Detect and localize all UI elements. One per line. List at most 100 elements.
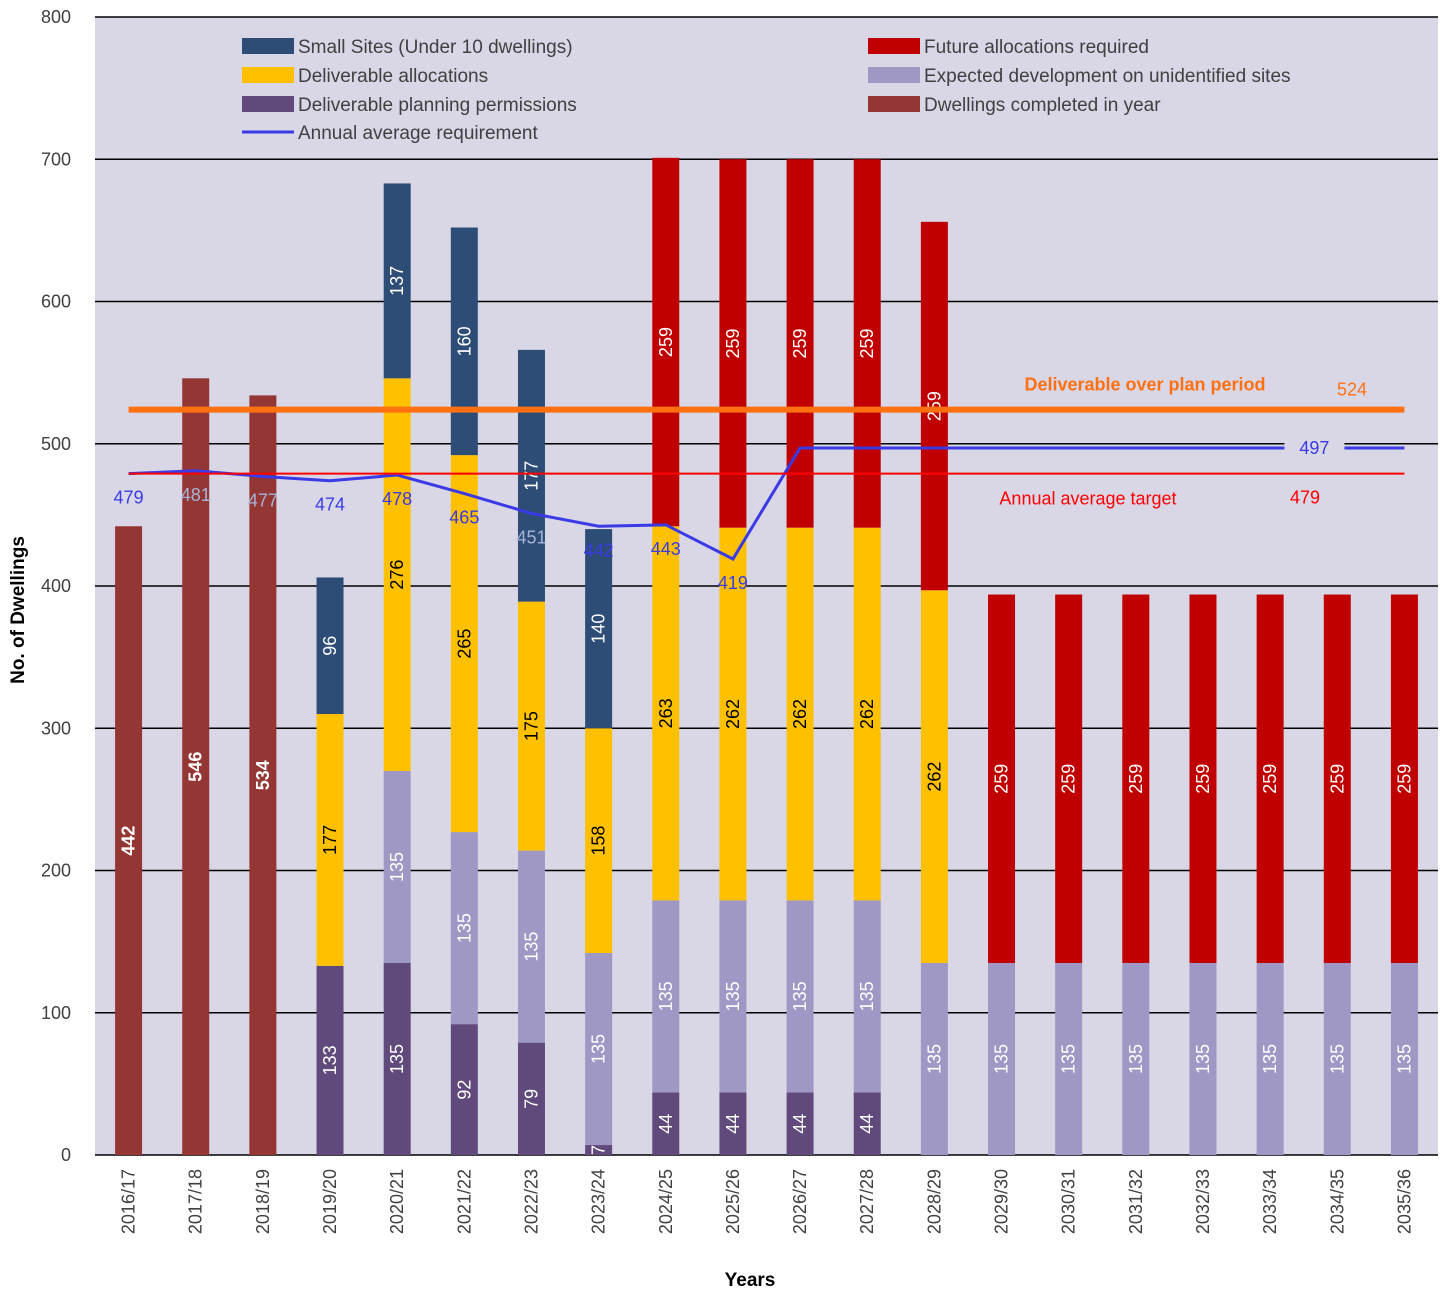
line-point-label: 479 [114,488,144,508]
bar-deliverable-allocations-2021-22 [450,455,478,833]
line-label-bg [1284,438,1345,461]
bar-expected-development-on-unidentified-sites-2028-29 [920,962,948,1155]
legend-swatch-expected-development-on-unidentified-sites [868,67,920,83]
legend-swatch-deliverable-planning-permissions [242,96,294,112]
bar-dwellings-completed-in-year-2016-17 [115,526,143,1155]
x-tick-label-2033-34: 2033/34 [1260,1169,1280,1234]
bar-data-label: 259 [924,391,944,421]
legend-swatch-small-sites-under-10-dwellings [242,38,294,54]
bar-future-allocations-required-2031-32 [1122,594,1150,963]
x-tick-label-2019-20: 2019/20 [320,1169,340,1234]
x-tick-label-2020-21: 2020/21 [387,1169,407,1234]
bar-expected-development-on-unidentified-sites-2022-23 [517,850,545,1043]
x-tick-label-2030-31: 2030/31 [1059,1169,1079,1234]
bar-small-sites-under-10-dwellings-2019-20 [316,577,344,715]
bar-data-label: 442 [119,826,139,856]
bar-future-allocations-required-2026-27 [786,159,814,528]
bar-future-allocations-required-2035-36 [1390,594,1418,963]
x-tick-label-2022-23: 2022/23 [521,1169,541,1234]
line-point-label: 451 [516,527,546,547]
bar-deliverable-planning-permissions-2019-20 [316,965,344,1155]
line-point-label: 443 [651,539,681,559]
x-tick-label-2029-30: 2029/30 [992,1169,1012,1234]
bar-data-label: 263 [656,698,676,728]
x-tick-label-2018-19: 2018/19 [253,1169,273,1234]
bar-data-label: 259 [1327,764,1347,794]
bar-data-label: 135 [1059,1044,1079,1074]
y-tick-label-200: 200 [41,861,71,881]
bar-data-label: 259 [656,327,676,357]
bar-deliverable-allocations-2024-25 [652,526,680,901]
bar-expected-development-on-unidentified-sites-2035-36 [1390,962,1418,1155]
bar-data-label: 137 [387,266,407,296]
x-tick-label-2026-27: 2026/27 [790,1169,810,1234]
bar-expected-development-on-unidentified-sites-2020-21 [383,770,411,963]
annotation-annual-average-target: Annual average target [999,489,1176,509]
bar-deliverable-planning-permissions-2023-24 [585,1145,613,1155]
bar-data-label: 96 [320,636,340,656]
line-point-label: 419 [718,573,748,593]
bar-data-label: 265 [454,629,474,659]
x-tick-label-2028-29: 2028/29 [924,1169,944,1234]
bar-data-label: 160 [454,326,474,356]
bar-data-label: 79 [521,1089,541,1109]
bar-data-label: 259 [790,328,810,358]
bar-deliverable-allocations-2023-24 [585,728,613,954]
bar-data-label: 135 [1260,1044,1280,1074]
bar-deliverable-allocations-2028-29 [920,590,948,963]
bar-data-label: 534 [253,760,273,790]
legend-label-future-allocations-required: Future allocations required [924,37,1149,58]
bar-expected-development-on-unidentified-sites-2023-24 [585,953,613,1146]
bar-data-label: 259 [1193,764,1213,794]
bar-deliverable-allocations-2019-20 [316,714,344,966]
bar-data-label: 135 [521,932,541,962]
bar-expected-development-on-unidentified-sites-2032-33 [1189,962,1217,1155]
bar-data-label: 135 [723,981,743,1011]
x-tick-label-2024-25: 2024/25 [656,1169,676,1234]
bar-small-sites-under-10-dwellings-2023-24 [585,529,613,729]
bar-data-label: 546 [186,752,206,782]
legend-swatch-deliverable-allocations [242,67,294,83]
x-axis-title: Years [725,1270,776,1291]
bar-future-allocations-required-2024-25 [652,157,680,527]
bar-deliverable-allocations-2026-27 [786,527,814,901]
y-tick-label-600: 600 [41,292,71,312]
bar-expected-development-on-unidentified-sites-2025-26 [719,900,747,1093]
bar-small-sites-under-10-dwellings-2020-21 [383,183,411,379]
x-tick-label-2035-36: 2035/36 [1394,1169,1414,1234]
bar-data-label: 135 [857,981,877,1011]
y-axis-title: No. of Dwellings [8,536,29,684]
bar-deliverable-planning-permissions-2027-28 [853,1092,881,1155]
bar-data-label: 135 [1394,1044,1414,1074]
x-tick-label-2023-24: 2023/24 [589,1169,609,1234]
bar-data-label: 44 [790,1114,810,1134]
bar-data-label: 135 [790,981,810,1011]
bar-data-label: 135 [924,1044,944,1074]
y-tick-label-0: 0 [61,1145,71,1165]
bar-data-label: 135 [387,1044,407,1074]
bar-data-label: 262 [857,699,877,729]
bar-data-label: 259 [1394,764,1414,794]
bar-data-label: 135 [1193,1044,1213,1074]
bar-deliverable-planning-permissions-2026-27 [786,1092,814,1155]
legend-swatch-dwellings-completed-in-year [868,96,920,112]
bar-data-label: 140 [589,614,609,644]
legend-label-small-sites-under-10-dwellings: Small Sites (Under 10 dwellings) [298,37,573,58]
y-tick-label-700: 700 [41,149,71,169]
x-tick-label-2021-22: 2021/22 [454,1169,474,1234]
bar-expected-development-on-unidentified-sites-2027-28 [853,900,881,1093]
bar-data-label: 135 [1327,1044,1347,1074]
bar-data-label: 259 [857,328,877,358]
y-tick-label-100: 100 [41,1003,71,1023]
bar-deliverable-allocations-2027-28 [853,527,881,901]
bar-future-allocations-required-2025-26 [719,159,747,528]
bar-expected-development-on-unidentified-sites-2029-30 [988,962,1016,1155]
bar-dwellings-completed-in-year-2018-19 [249,395,277,1155]
bar-expected-development-on-unidentified-sites-2026-27 [786,900,814,1093]
line-point-label: 478 [382,489,412,509]
bar-deliverable-planning-permissions-2021-22 [450,1024,478,1155]
line-point-label: 474 [315,495,345,515]
bar-future-allocations-required-2029-30 [988,594,1016,963]
